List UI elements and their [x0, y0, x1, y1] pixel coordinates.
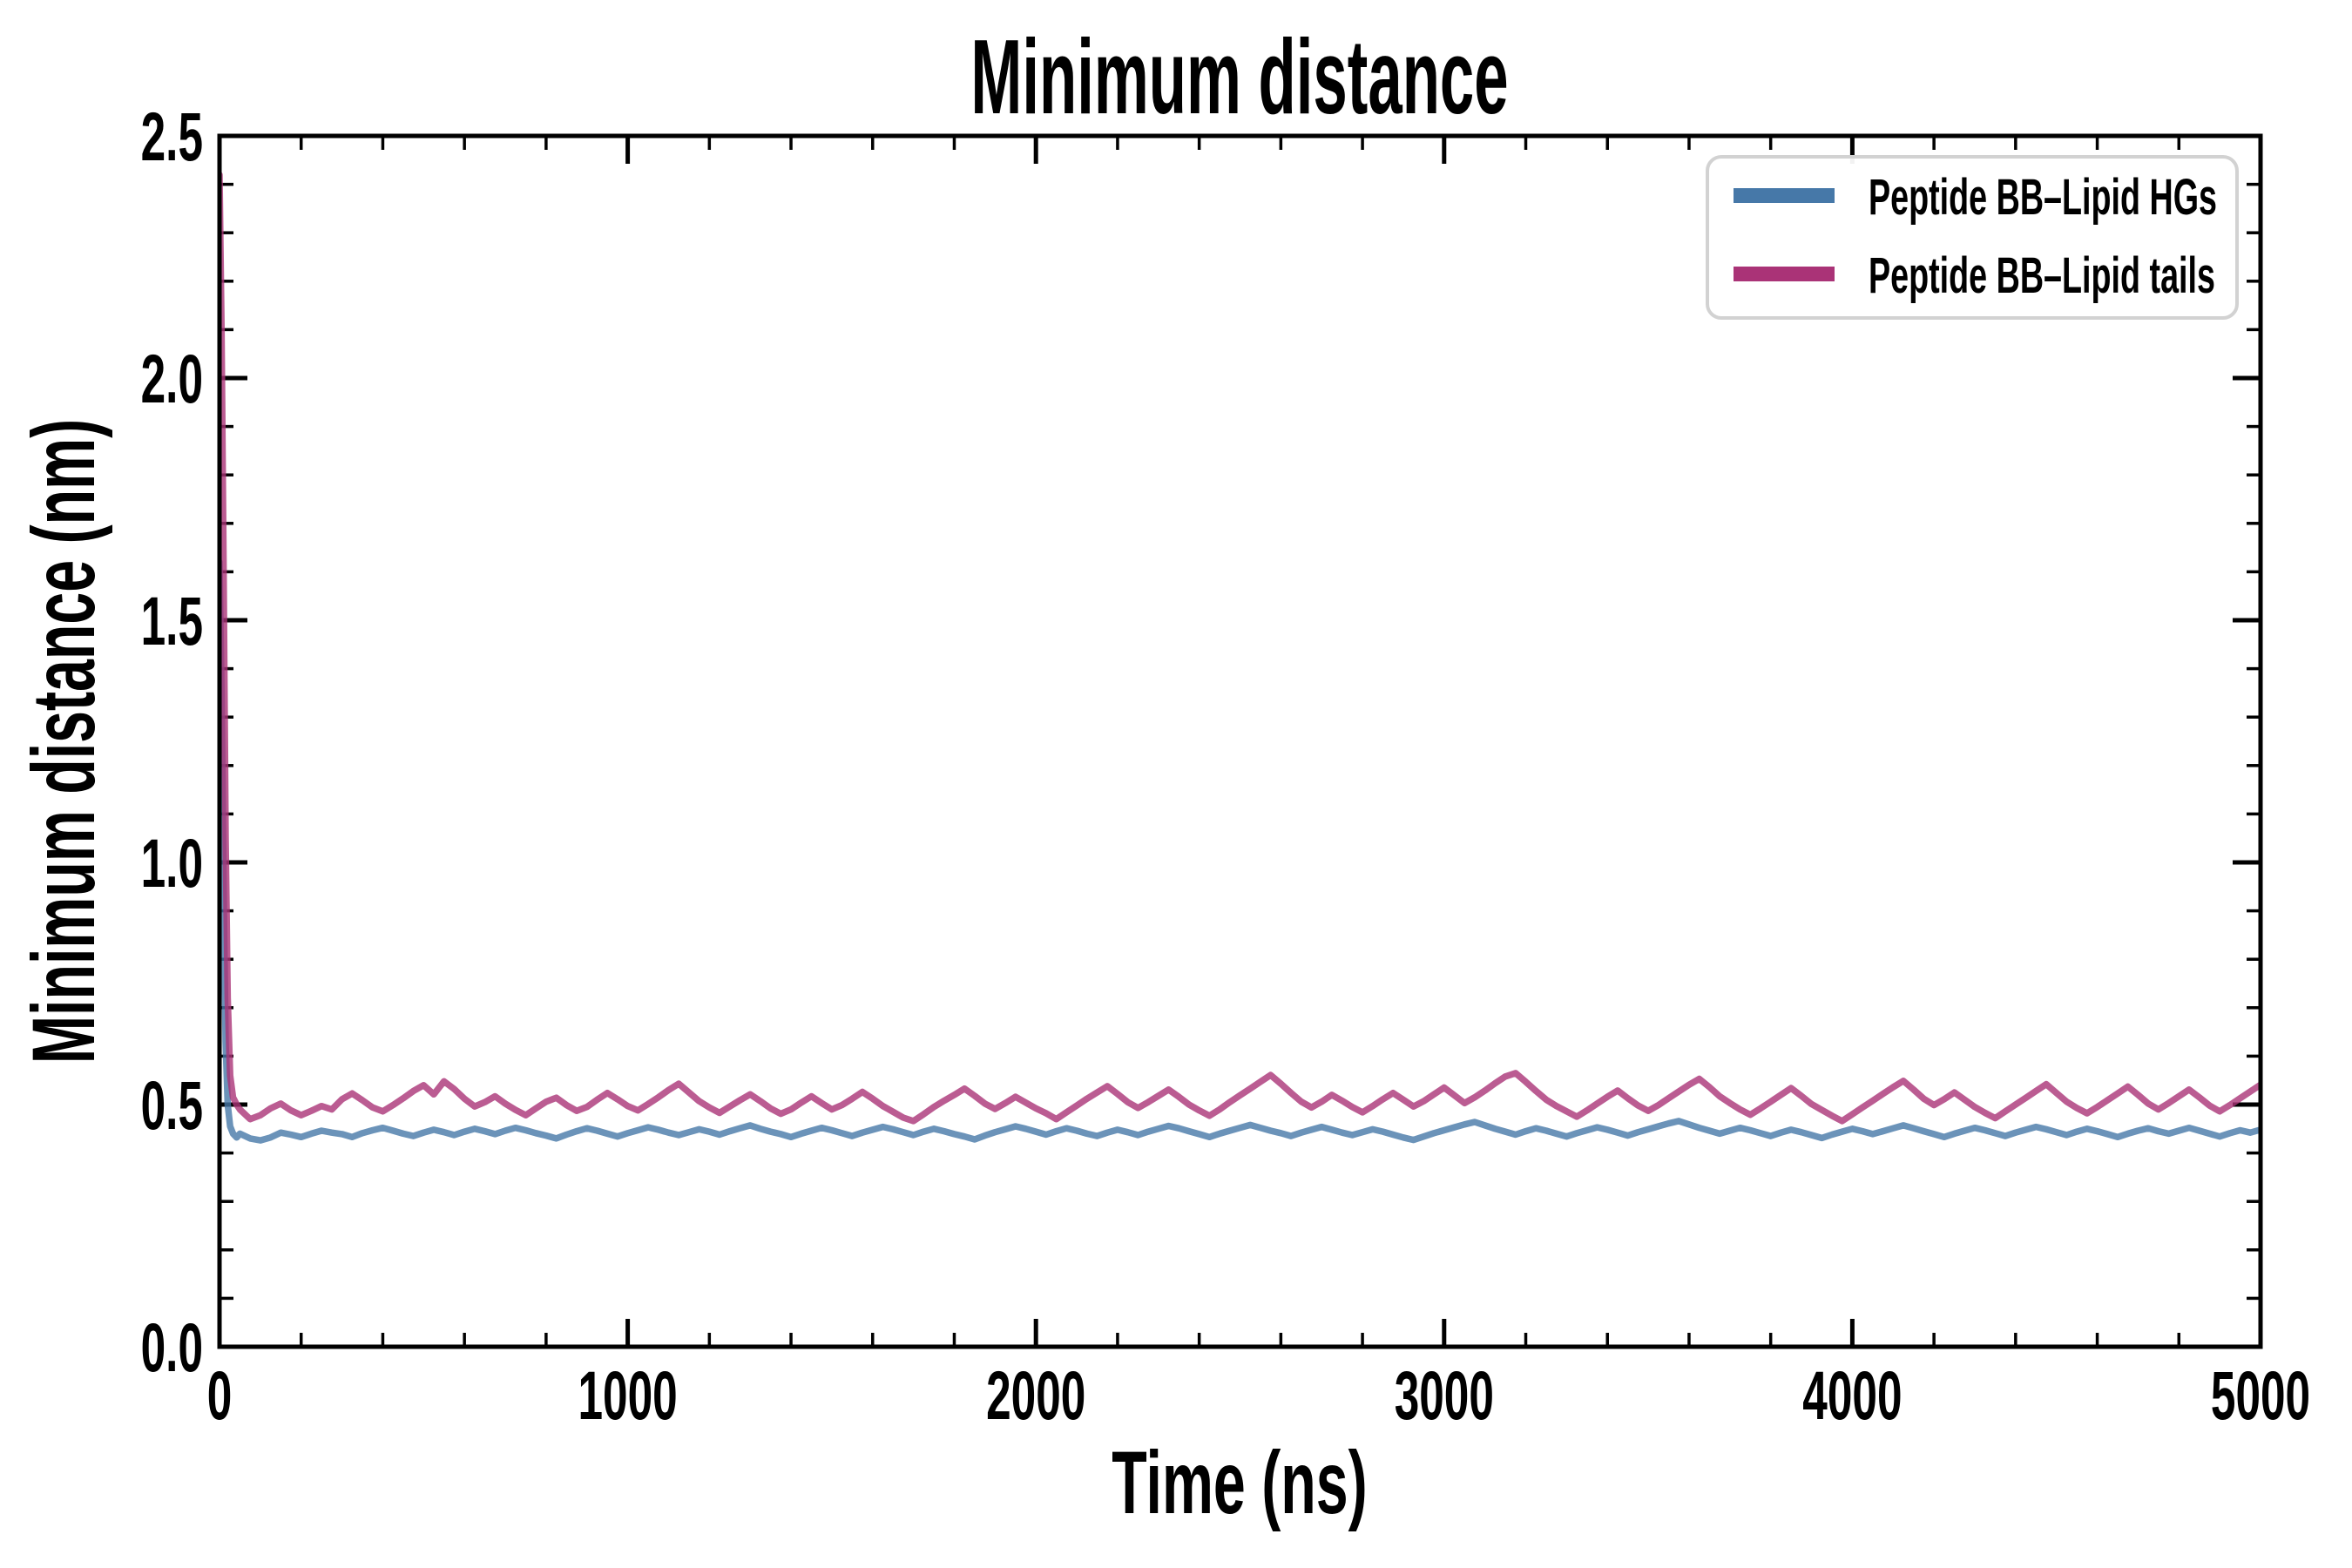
y-tick-label: 0.5: [141, 1068, 203, 1145]
series-group: [220, 171, 2261, 1144]
x-tick-label: 3000: [1395, 1358, 1494, 1435]
x-tick-label: 1000: [578, 1358, 677, 1435]
x-tick-label: 4000: [1802, 1358, 1902, 1435]
y-tick-label: 0.0: [141, 1310, 203, 1387]
legend: Peptide BB–Lipid HGs Peptide BB–Lipid ta…: [1706, 155, 2239, 320]
x-tick-label: 5000: [2211, 1358, 2310, 1435]
axes-spines: [217, 133, 2263, 1349]
legend-label-peptide-bb-lipid-tails: Peptide BB–Lipid tails: [1869, 248, 2215, 304]
plot-area: [220, 136, 2261, 1347]
x-tick-label: 0: [207, 1358, 233, 1435]
tick-labels: 0 1000 2000 3000 4000 5000 0.0 0.5 1.0 1.5 2.0 2.5: [141, 99, 2310, 1435]
y-tick-label: 2.5: [141, 99, 203, 176]
legend-swatch-peptide-bb-lipid-hgs: [1734, 188, 1835, 203]
chart-title: Minimum distance: [970, 18, 1508, 137]
legend-swatch-peptide-bb-lipid-tails: [1734, 267, 1835, 281]
y-tick-label: 1.5: [141, 584, 203, 660]
x-tick-label: 2000: [986, 1358, 1085, 1435]
y-tick-label: 1.0: [141, 826, 203, 902]
legend-label-peptide-bb-lipid-hgs: Peptide BB–Lipid HGs: [1869, 170, 2217, 226]
series-line-peptide-bb-lipid-tails: [220, 171, 2261, 1125]
series-line-peptide-bb-lipid-hgs: [220, 558, 2261, 1144]
y-tick-label: 2.0: [141, 341, 203, 418]
legend-box: [1706, 155, 2239, 320]
x-axis-label: Time (ns): [1112, 1434, 1367, 1533]
y-axis-label: Minimum distance (nm): [15, 419, 114, 1064]
